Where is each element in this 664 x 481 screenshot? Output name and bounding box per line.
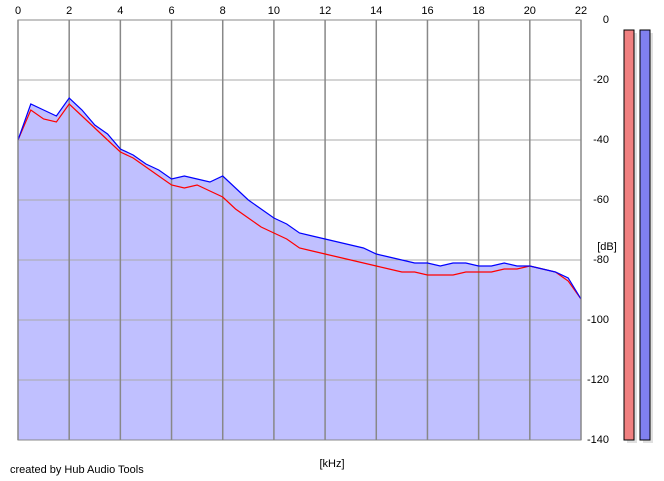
- y-tick-label: 0: [603, 14, 609, 26]
- x-tick-label: 20: [524, 5, 536, 17]
- y-tick-label: -60: [593, 194, 609, 206]
- y-tick-label: -80: [593, 254, 609, 266]
- right-meter: [639, 29, 651, 441]
- spectrum-fill: [18, 98, 581, 440]
- x-tick-label: 18: [473, 5, 485, 17]
- left-meter: [623, 29, 635, 441]
- y-tick-label: -100: [587, 314, 609, 326]
- y-tick-label: -120: [587, 374, 609, 386]
- x-tick-label: 8: [220, 5, 226, 17]
- y-tick-label: -20: [593, 74, 609, 86]
- x-tick-label: 10: [268, 5, 280, 17]
- x-tick-label: 12: [319, 5, 331, 17]
- credit: created by Hub Audio Tools: [10, 464, 144, 476]
- y-tick-label: -40: [593, 134, 609, 146]
- spectrum-line: [17, 97, 582, 300]
- x-tick-label: 4: [117, 5, 123, 17]
- x-tick-label: 16: [421, 5, 433, 17]
- x-axis-label: [kHz]: [319, 458, 344, 470]
- y-tick-label: -140: [587, 434, 609, 446]
- x-tick-label: 14: [370, 5, 382, 17]
- x-tick-label: 6: [168, 5, 174, 17]
- x-tick-label: 0: [15, 5, 21, 17]
- y-axis-label: [dB]: [597, 241, 617, 253]
- plot-border: [17, 19, 582, 441]
- spectrum-line: [17, 103, 582, 300]
- x-tick-label: 22: [575, 5, 587, 17]
- x-tick-label: 2: [66, 5, 72, 17]
